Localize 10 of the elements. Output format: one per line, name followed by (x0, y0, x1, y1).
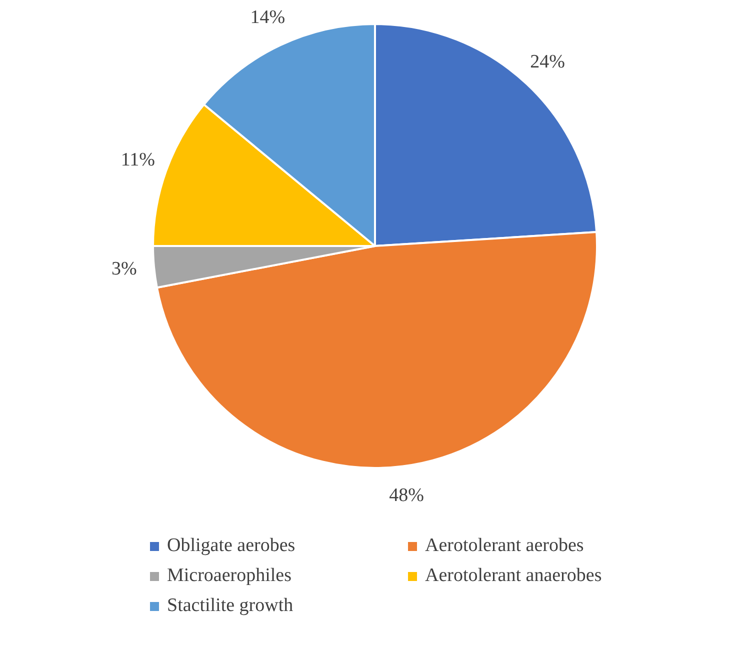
data-label: 14% (250, 6, 286, 28)
legend-label: Aerotolerant aerobes (425, 535, 584, 557)
data-label: 3% (111, 258, 137, 280)
legend-label: Microaerophiles (167, 565, 292, 587)
data-label: 24% (530, 51, 566, 72)
data-label: 11% (120, 150, 156, 171)
data-label: 48% (389, 484, 424, 506)
legend-label: Obligate aerobes (167, 535, 296, 557)
legend-label: Aerotolerant anaerobes (425, 565, 602, 587)
legend-label: Stactilite growth (167, 595, 294, 617)
